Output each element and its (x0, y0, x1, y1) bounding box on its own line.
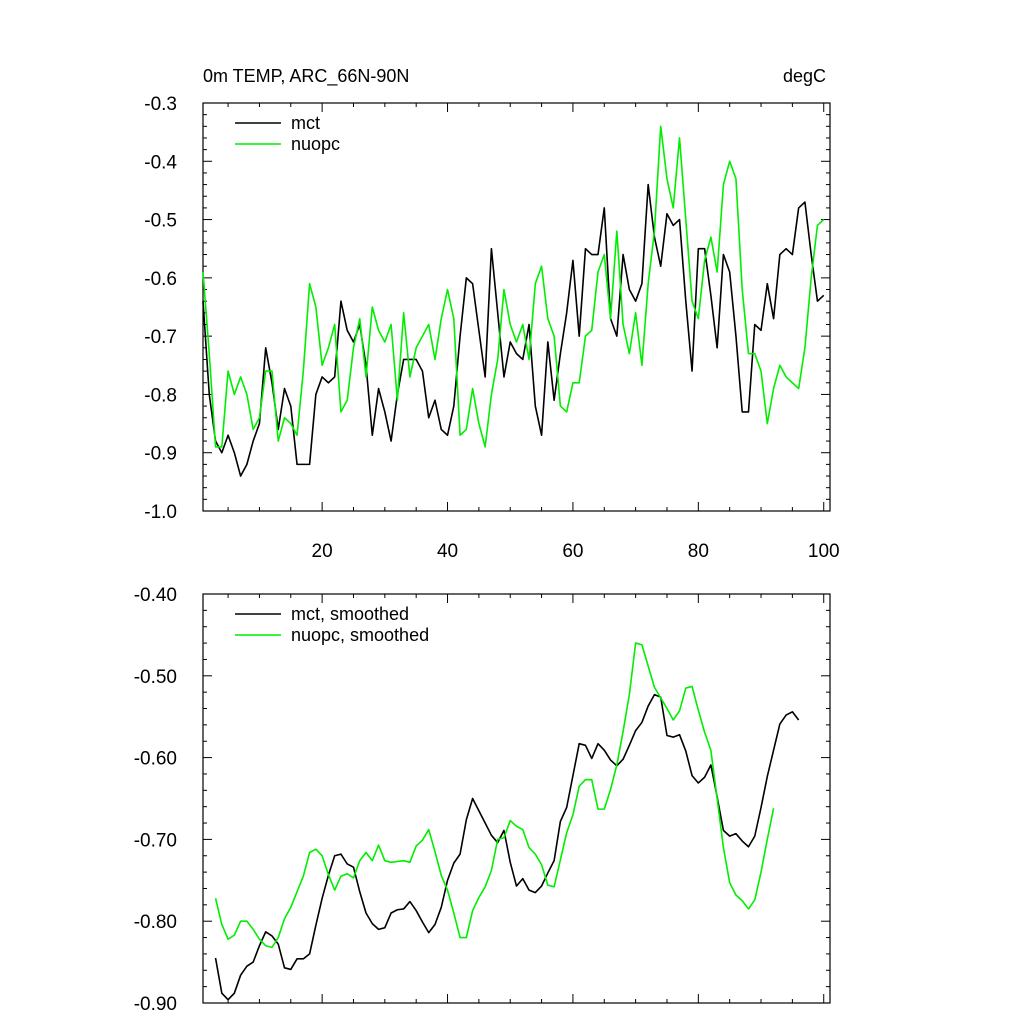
chart-0-y-tick-label: -1.0 (144, 502, 177, 523)
chart-1-y-tick-label: -0.70 (134, 830, 177, 851)
chart-0-series-nuopc-line (202, 125, 825, 448)
chart-0-legend-label: nuopc (291, 134, 340, 154)
chart-0-series-mct-line (202, 183, 825, 477)
chart-0-y-tick-label: -0.7 (144, 327, 177, 348)
chart-0-y-tick-label: -0.4 (144, 152, 177, 173)
chart-0-plot-frame (202, 102, 831, 512)
chart-0-y-tick-label: -0.9 (144, 444, 177, 465)
chart-0-y-tick-label: -0.5 (144, 211, 177, 232)
chart-0-x-tick-label: 40 (437, 541, 458, 562)
chart-1-legend-label: mct, smoothed (291, 604, 409, 624)
bottom-chart-panel: -0.90 -0.80 -0.70 -0.60 -0.50 -0.40 mct, smoot… (134, 585, 831, 1015)
chart-1-y-tick-label: -0.60 (134, 749, 177, 770)
chart-1-series-nuopc-smoothed-line (214, 642, 775, 949)
chart-1-y-tick-label: -0.40 (134, 585, 177, 606)
chart-0-y-tick-label: -0.8 (144, 385, 177, 406)
chart-0-x-tick-label: 20 (312, 541, 333, 562)
top-chart-panel: 20 40 60 80 100 -1.0 -0.9 -0.8 -0.7 -0.6 -0.5 -0.4 -… (144, 66, 839, 562)
chart-0-x-tick-label: 80 (688, 541, 709, 562)
chart-1-y-tick-label: -0.80 (134, 912, 177, 933)
chart-0-x-tick-label: 60 (562, 541, 583, 562)
chart-0-title: 0m TEMP, ARC_66N-90N (203, 66, 409, 87)
chart-1-series-mct-smoothed-line (214, 693, 800, 1001)
chart-0-legend-label: mct (291, 113, 320, 133)
chart-0-units-label: degC (783, 66, 826, 86)
chart-0-y-tick-label: -0.3 (144, 94, 177, 115)
chart-1-y-tick-label: -0.50 (134, 667, 177, 688)
chart-1-legend-label: nuopc, smoothed (291, 625, 429, 645)
chart-1-plot-frame (202, 593, 831, 1004)
chart-0-y-tick-label: -0.6 (144, 269, 177, 290)
chart-0-x-tick-label: 100 (808, 541, 840, 562)
chart-1-y-tick-label: -0.90 (134, 994, 177, 1015)
